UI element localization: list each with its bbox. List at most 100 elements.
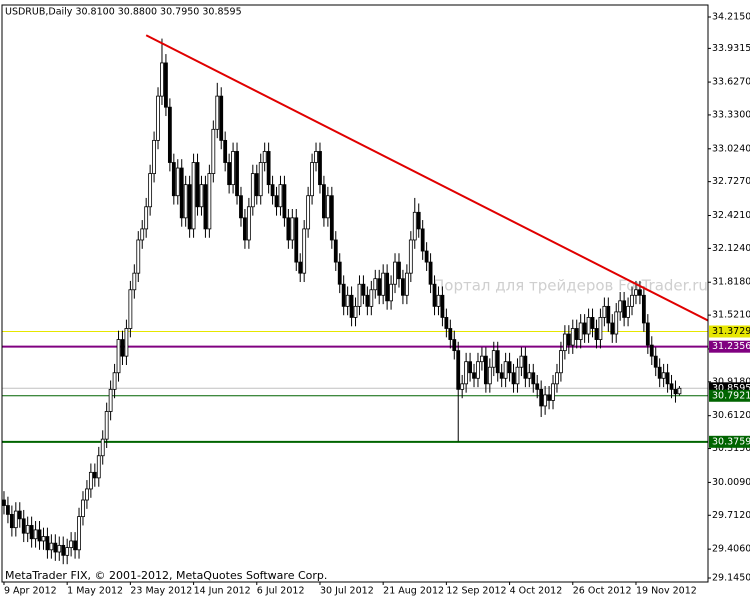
candle-body <box>140 228 145 241</box>
candle-body <box>243 217 247 241</box>
candle-body <box>578 322 583 340</box>
candle-body <box>472 372 476 379</box>
candle-body <box>215 95 220 130</box>
candle-body <box>136 239 141 274</box>
candle-body <box>669 383 674 390</box>
candle-body <box>420 228 425 252</box>
candle-body <box>100 438 105 457</box>
candle-body <box>614 311 619 335</box>
y-tick-label: 32.4210 <box>712 210 750 221</box>
x-tick-label: 14 Jun 2012 <box>194 586 251 597</box>
candle-body <box>2 499 6 506</box>
candle-body <box>464 361 469 385</box>
candle-body <box>270 184 275 197</box>
y-tick-label: 29.1450 <box>712 573 750 584</box>
y-tick-label: 33.3300 <box>712 109 750 120</box>
candle-body <box>515 366 520 385</box>
candle-body <box>77 516 81 551</box>
candle-body <box>385 272 390 302</box>
candle-body <box>657 366 662 379</box>
candle-body <box>164 62 168 108</box>
candle-body <box>120 339 125 357</box>
background-layer: Портал для трейдеров ForTrader.ru <box>433 277 708 295</box>
candle-body <box>483 355 488 385</box>
candle-body <box>665 372 670 385</box>
candle-body <box>365 294 370 307</box>
bid-label: 30.8595 <box>712 383 750 394</box>
y-tick-label: 33.9315 <box>712 43 750 54</box>
candle-body <box>606 305 611 324</box>
level-label: 30.7921 <box>712 390 750 401</box>
y-tick-label: 30.9180 <box>712 376 750 387</box>
candle-body <box>219 95 224 141</box>
plot-layer <box>2 34 708 565</box>
candle-body <box>167 106 172 163</box>
candle-body <box>377 278 382 296</box>
candle-body <box>37 529 42 542</box>
candle-body <box>357 283 362 307</box>
chart-title: USDRUB,Daily 30.8100 30.8800 30.7950 30.… <box>5 7 242 18</box>
level-label-box <box>709 435 750 448</box>
candle-body <box>519 355 524 368</box>
candle-body <box>598 317 603 340</box>
x-tick-label: 19 Nov 2012 <box>636 586 697 597</box>
candle-body <box>258 162 263 197</box>
candle-body <box>21 518 26 534</box>
candle-body <box>566 333 571 346</box>
candle-body <box>69 540 74 548</box>
y-tick-label: 32.7270 <box>712 176 750 187</box>
candle-body <box>211 128 216 174</box>
candle-body <box>85 488 89 501</box>
candle-body <box>235 151 239 197</box>
candle-body <box>397 261 401 280</box>
candle-body <box>626 305 630 318</box>
candle-body <box>412 211 417 241</box>
candle-body <box>148 173 153 208</box>
candle-body <box>179 167 184 219</box>
candle-body <box>175 167 180 197</box>
trend-line <box>145 34 708 322</box>
candle-body <box>290 217 295 241</box>
candle-body <box>393 261 397 285</box>
candle-body <box>231 151 235 186</box>
candle-body <box>653 355 658 368</box>
candle-body <box>523 355 528 379</box>
candle-body <box>480 355 484 363</box>
candle-body <box>432 283 437 307</box>
y-tick-label: 33.0240 <box>712 143 750 154</box>
candle-body <box>92 471 97 479</box>
candle-body <box>116 339 121 374</box>
candle-body <box>345 294 350 307</box>
candle-body <box>227 162 232 186</box>
candle-body <box>199 184 204 208</box>
candle-body <box>45 536 50 551</box>
candle-body <box>574 328 579 340</box>
level-label: 31.2356 <box>712 341 750 352</box>
candle-body <box>88 471 93 490</box>
candle-body <box>468 361 472 374</box>
candle-body <box>381 272 386 296</box>
candle-body <box>495 350 500 374</box>
y-tick-label: 30.0090 <box>712 477 750 488</box>
candle-body <box>144 206 149 230</box>
candle-body <box>602 305 607 318</box>
candle-body <box>132 272 137 291</box>
candle-body <box>594 328 599 340</box>
candle-body <box>404 272 409 296</box>
candle-body <box>527 372 532 379</box>
candle-body <box>298 261 303 274</box>
candle-body <box>491 350 496 368</box>
x-tick-label: 4 Oct 2012 <box>510 586 563 597</box>
candle-body <box>191 162 196 230</box>
candle-body <box>428 261 433 285</box>
candle-body <box>41 536 46 542</box>
candle-body <box>507 361 512 374</box>
candle-body <box>195 162 200 208</box>
candle-body <box>171 162 176 197</box>
candle-body <box>448 328 453 340</box>
candle-body <box>638 289 642 296</box>
footer: MetaTrader FIX, © 2001-2012, MetaQuotes … <box>5 569 327 582</box>
candle-body <box>401 278 405 296</box>
x-tick-label: 23 May 2012 <box>130 586 192 597</box>
candle-body <box>341 283 346 307</box>
